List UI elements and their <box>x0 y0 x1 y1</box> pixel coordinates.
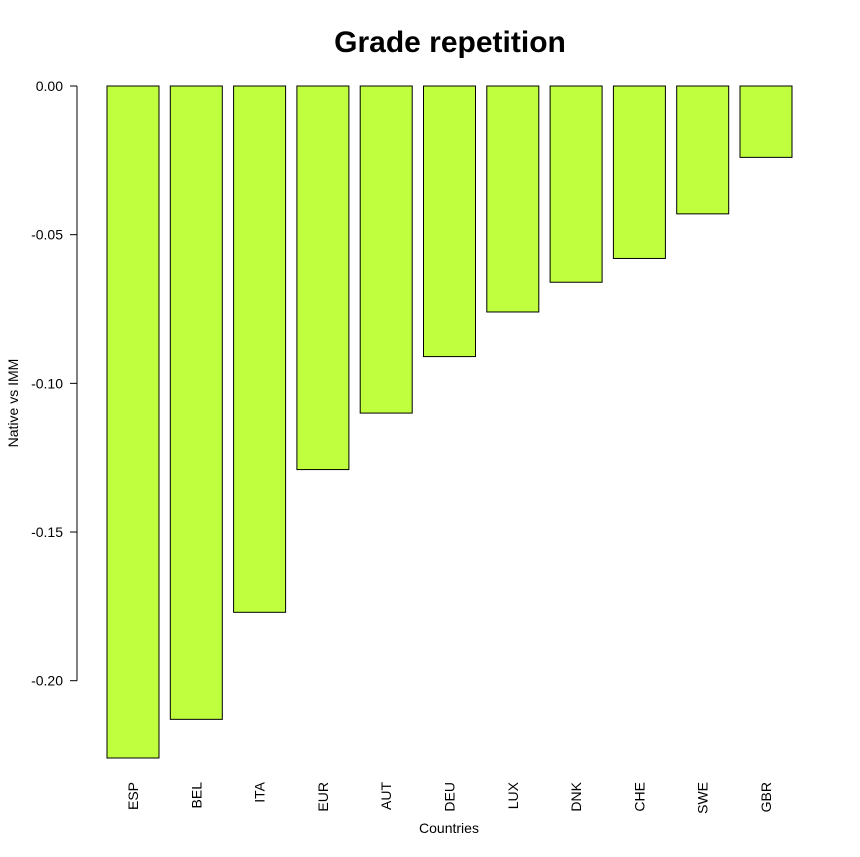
x-tick-label-che: CHE <box>631 782 647 812</box>
bar-swe <box>676 85 730 215</box>
bar-bel <box>169 85 223 720</box>
x-tick-label-deu: DEU <box>442 782 458 812</box>
chart-title: Grade repetition <box>334 26 566 59</box>
bars <box>106 85 793 759</box>
bar-lux <box>486 85 540 313</box>
y-tick-label: -0.05 <box>31 227 63 243</box>
bar-ita <box>233 85 287 613</box>
bar-gbr <box>739 85 793 158</box>
x-tick-label-swe: SWE <box>695 782 711 814</box>
y-tick-label: 0.00 <box>36 78 63 94</box>
bar-deu <box>423 85 476 358</box>
bar-eur <box>296 85 350 471</box>
y-tick-label: -0.20 <box>31 673 63 689</box>
bar-dnk <box>549 85 603 283</box>
x-tick-label-dnk: DNK <box>568 781 584 811</box>
x-tick-label-lux: LUX <box>505 781 521 809</box>
bar-esp <box>106 85 160 759</box>
x-tick-label-ita: ITA <box>252 781 268 802</box>
y-axis: 0.00 -0.05 -0.10 -0.15 -0.20 <box>31 78 78 689</box>
y-tick-label: -0.15 <box>31 524 63 540</box>
x-tick-label-esp: ESP <box>125 782 141 810</box>
x-tick-label-aut: AUT <box>378 782 394 810</box>
x-tick-label-eur: EUR <box>315 782 331 812</box>
x-tick-labels: ESP BEL ITA EUR AUT DEU LUX DNK CHE SWE GBR <box>125 781 774 814</box>
x-tick-label-bel: BEL <box>188 782 204 809</box>
x-axis-label: Countries <box>419 820 479 836</box>
bar-che <box>612 85 666 259</box>
y-axis-label: Native vs IMM <box>5 359 21 448</box>
x-tick-label-gbr: GBR <box>758 782 774 812</box>
bar-aut <box>359 85 413 414</box>
y-tick-label: -0.10 <box>31 375 63 391</box>
